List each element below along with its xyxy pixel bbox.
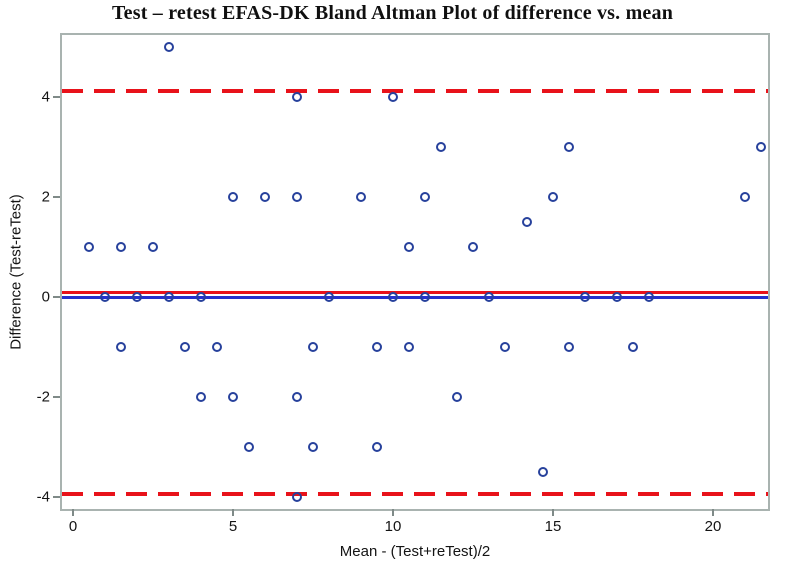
data-point <box>292 492 302 502</box>
data-point <box>292 392 302 402</box>
data-point <box>308 442 318 452</box>
y-tick-mark <box>53 396 60 398</box>
x-axis-label: Mean - (Test+reTest)/2 <box>339 543 491 560</box>
data-point <box>500 342 510 352</box>
data-point <box>404 342 414 352</box>
data-point <box>196 292 206 302</box>
data-point <box>612 292 622 302</box>
data-point <box>196 392 206 402</box>
x-tick-label: 20 <box>704 518 722 535</box>
data-point <box>522 217 533 227</box>
data-point <box>164 292 174 302</box>
data-point <box>468 242 478 252</box>
data-point <box>132 292 142 302</box>
data-point <box>388 92 398 102</box>
data-point <box>628 342 638 352</box>
data-point <box>84 242 94 252</box>
y-tick-mark <box>53 196 60 198</box>
data-point <box>740 192 750 202</box>
y-axis-label: Difference (Test-reTest) <box>7 194 25 350</box>
x-tick-label: 10 <box>384 518 402 535</box>
data-point <box>292 92 302 102</box>
data-point <box>644 292 654 302</box>
reference-line-lower-limit-of-agreement <box>62 491 768 496</box>
data-point <box>484 292 494 302</box>
data-point <box>260 192 270 202</box>
data-point <box>564 342 574 352</box>
data-point <box>180 342 190 352</box>
data-point <box>116 242 126 252</box>
y-tick-label: 0 <box>41 288 50 306</box>
x-tick-label: 5 <box>228 518 238 535</box>
data-point <box>538 467 549 477</box>
data-point <box>228 192 238 202</box>
x-tick-label: 15 <box>544 518 562 535</box>
y-tick-label: -2 <box>36 388 50 406</box>
x-tick-label: 0 <box>68 518 78 535</box>
data-point <box>356 192 366 202</box>
x-tick-mark <box>552 509 554 516</box>
data-point <box>372 342 382 352</box>
x-tick-mark <box>712 509 714 516</box>
data-point <box>420 192 430 202</box>
y-tick-mark <box>53 296 60 298</box>
chart-title: Test – retest EFAS-DK Bland Altman Plot … <box>111 2 674 24</box>
reference-line-zero-line <box>62 295 768 299</box>
data-point <box>564 142 574 152</box>
reference-line-upper-limit-of-agreement <box>62 89 768 93</box>
data-point <box>388 292 398 302</box>
x-tick-mark <box>72 509 74 516</box>
y-tick-label: 2 <box>41 188 50 206</box>
y-tick-label: -4 <box>36 488 50 506</box>
data-point <box>436 142 446 152</box>
data-point <box>100 292 110 302</box>
data-point <box>292 192 302 202</box>
x-tick-mark <box>232 509 234 516</box>
data-point <box>324 292 334 302</box>
y-tick-label: 4 <box>41 88 50 106</box>
data-point <box>756 142 766 152</box>
data-point <box>116 342 126 352</box>
data-point <box>372 442 382 452</box>
data-point <box>244 442 254 452</box>
data-point <box>548 192 558 202</box>
y-tick-mark <box>53 96 60 98</box>
data-point <box>404 242 414 252</box>
data-point <box>580 292 590 302</box>
data-point <box>420 292 430 302</box>
data-point <box>452 392 462 402</box>
data-point <box>212 342 222 352</box>
data-point <box>228 392 238 402</box>
y-tick-mark <box>53 496 60 498</box>
x-tick-mark <box>392 509 394 516</box>
reference-line-mean-difference <box>62 290 768 294</box>
data-point <box>148 242 158 252</box>
data-point <box>308 342 318 352</box>
data-point <box>164 42 174 52</box>
plot-area: 0 5 10 15 20 4 2 0 -2 -4 <box>37 33 770 535</box>
